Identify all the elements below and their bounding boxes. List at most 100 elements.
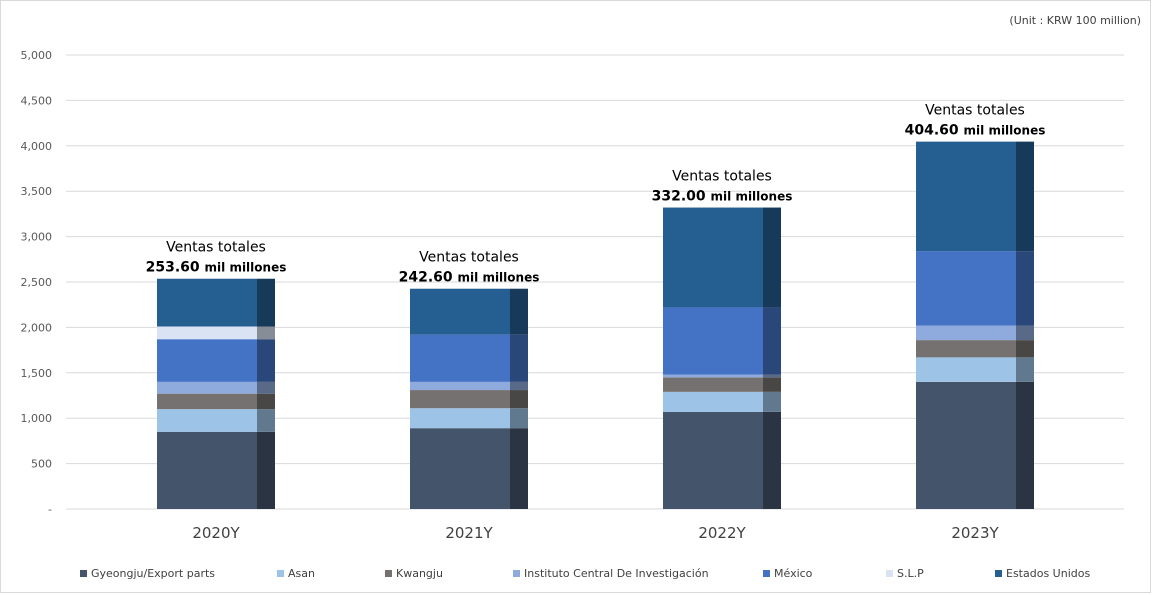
bar-segment-shade [510,288,528,335]
legend-swatch [995,570,1002,577]
bar-segment-shade [510,428,528,509]
bar-segment-shade [1016,325,1034,341]
x-tick-label: 2023Y [951,524,999,542]
legend-label: Asan [288,567,315,580]
bar-segment [916,381,1016,509]
unit-note: (Unit : KRW 100 million) [1009,14,1141,27]
total-value-number: 253.60 [146,260,205,276]
bar-segment-shade [763,307,781,375]
total-value-number: 332.00 [652,189,711,205]
total-value-unit: mil millones [205,261,287,275]
y-tick-label: 1,500 [21,367,53,380]
bar-segment [916,325,1016,341]
x-tick-label: 2020Y [192,524,240,542]
legend-item: México [763,567,812,580]
total-value: 242.60 mil millones [399,270,540,286]
y-tick-label: - [48,503,52,516]
bar-segment [410,288,510,335]
legend-item: Asan [277,567,315,580]
bar-segment-shade [1016,357,1034,382]
legend-swatch [763,570,770,577]
bar-segment-shade [257,409,275,432]
total-label: Ventas totales [419,250,519,266]
bar-segment [157,278,257,327]
total-value: 253.60 mil millones [146,260,287,276]
bar-segment [157,326,257,340]
total-value-number: 242.60 [399,270,458,286]
total-value-number: 404.60 [905,123,964,139]
y-tick-label: 3,500 [21,185,53,198]
chart-legend: Gyeongju/Export parts Asan Kwangju Institut… [0,567,1153,583]
bar-segment-shade [763,374,781,378]
stacked-bar-chart: - 500 1,000 1,500 2,000 2,500 3,000 3,500 4,000 4… [21,49,1124,542]
bar-segment [410,390,510,409]
bar-segment [410,334,510,382]
bar-segment [663,377,763,392]
x-tick-label: 2022Y [698,524,746,542]
total-label: Ventas totales [672,169,772,185]
legend-item: S.L.P [886,567,924,580]
bar-segment [663,307,763,375]
total-label: Ventas totales [166,240,266,256]
bar-segment-shade [1016,340,1034,358]
total-value: 404.60 mil millones [905,123,1046,139]
legend-label: S.L.P [897,567,924,580]
bar-segment [157,381,257,394]
bar-segment [157,339,257,382]
legend-item: Estados Unidos [995,567,1090,580]
legend-item: Gyeongju/Export parts [80,567,215,580]
total-value-unit: mil millones [458,271,540,285]
legend-swatch [80,570,87,577]
bar-segment [157,393,257,410]
bar-segment [410,428,510,509]
bar-segment-shade [510,408,528,429]
y-tick-label: 4,500 [21,94,53,107]
legend-label: Instituto Central De Investigación [524,567,709,580]
bar-segment-shade [763,377,781,392]
total-value-unit: mil millones [711,190,793,204]
legend-item: Kwangju [385,567,443,580]
bar-segment-shade [257,393,275,410]
bar-segment-shade [257,339,275,382]
y-tick-label: 3,000 [21,231,53,244]
y-tick-label: 2,500 [21,276,53,289]
total-value-unit: mil millones [964,124,1046,138]
total-label: Ventas totales [925,103,1025,119]
legend-swatch [277,570,284,577]
y-tick-label: 4,000 [21,140,53,153]
bar-segment-shade [510,334,528,382]
bar-segment-shade [1016,251,1034,326]
bar-segment-shade [1016,381,1034,509]
bar-segment-shade [510,390,528,409]
legend-label: Estados Unidos [1006,567,1091,580]
bar-segment-shade [257,326,275,340]
bar-segment-shade [257,431,275,509]
legend-item: Instituto Central De Investigación [513,567,709,580]
total-value: 332.00 mil millones [652,189,793,205]
y-tick-label: 1,000 [21,412,53,425]
legend-label: México [774,567,813,580]
legend-label: Gyeongju/Export parts [91,567,216,580]
bar-segment [663,411,763,509]
bar-segment-shade [763,411,781,509]
bar-segment [410,408,510,429]
bar-segment [916,357,1016,382]
bar-segment [916,141,1016,252]
bar-segment-shade [257,278,275,327]
bar-segment-shade [763,391,781,412]
bar-segment [916,251,1016,326]
bar-segment-shade [257,381,275,394]
bar-segment [916,340,1016,358]
legend-label: Kwangju [396,567,443,580]
y-tick-label: 2,000 [21,321,53,334]
bar-segment-shade [510,381,528,391]
x-tick-label: 2021Y [445,524,493,542]
legend-swatch [513,570,520,577]
legend-swatch [886,570,893,577]
bar-segment [663,391,763,412]
bar-segment [157,409,257,432]
bar-segment-shade [763,207,781,308]
legend-swatch [385,570,392,577]
bar-segment [157,431,257,509]
bar-segment-shade [1016,141,1034,252]
